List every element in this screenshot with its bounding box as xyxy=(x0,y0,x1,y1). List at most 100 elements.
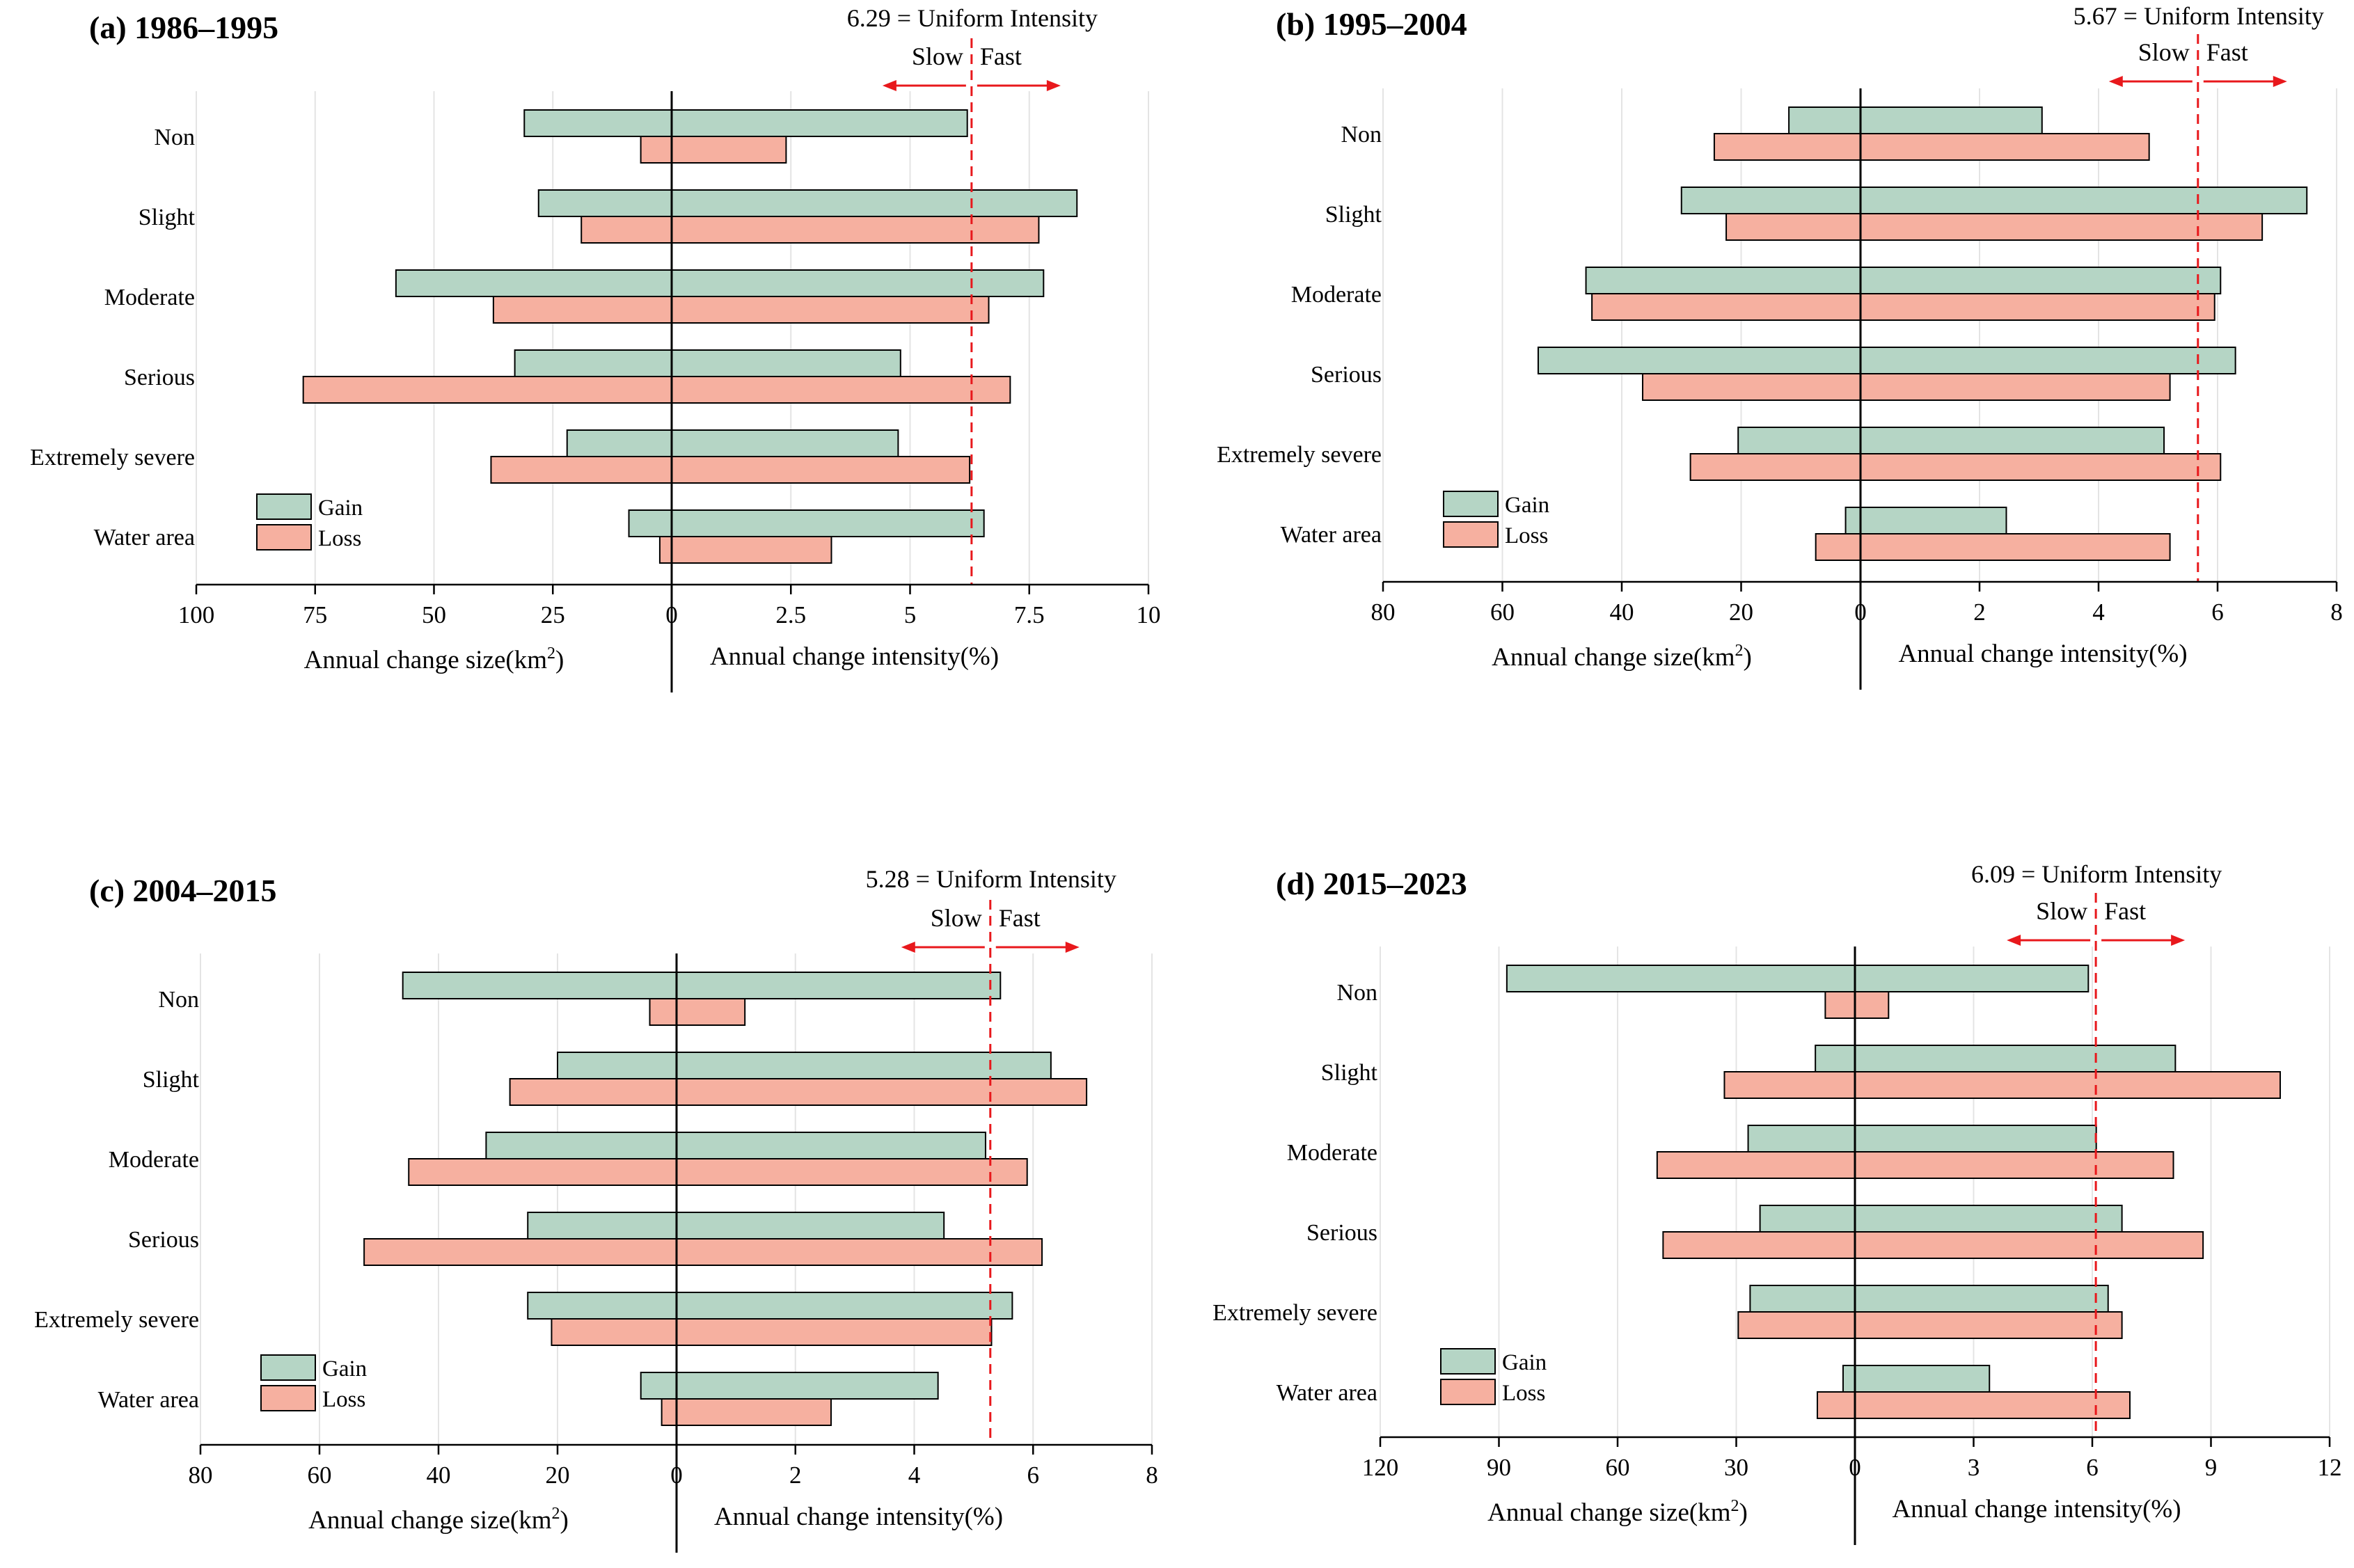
legend-loss-label: Loss xyxy=(1505,523,1548,548)
loss-bar-non xyxy=(649,998,746,1026)
fast-arrow-head xyxy=(1065,942,1080,953)
legend-loss-swatch xyxy=(1440,1379,1496,1405)
legend-gain-label: Gain xyxy=(322,1356,367,1381)
loss-bar-slight xyxy=(1723,1071,2281,1099)
legend-loss-label: Loss xyxy=(318,526,361,551)
category-label: Serious xyxy=(1311,362,1382,388)
slow-label: Slow xyxy=(2036,897,2087,925)
category-label: Moderate xyxy=(109,1147,199,1173)
tick-label: 4 xyxy=(908,1462,921,1489)
tick-label: 60 xyxy=(308,1462,332,1489)
gain-bar-extremely-severe xyxy=(1749,1285,2109,1313)
fast-arrow-head xyxy=(2273,76,2287,87)
slow-label: Slow xyxy=(2138,38,2190,66)
category-label: Slight xyxy=(143,1067,200,1093)
loss-bar-non xyxy=(1713,133,2150,161)
fast-label: Fast xyxy=(2206,38,2248,66)
uniform-intensity-label: 6.29 = Uniform Intensity xyxy=(847,4,1098,32)
tick-label: 20 xyxy=(546,1462,570,1489)
tick-label: 50 xyxy=(422,601,446,628)
slow-arrow-head xyxy=(882,80,896,91)
chart-panel-1: (a) 1986–1995 6.29 = Uniform Intensity Slo… xyxy=(30,4,1161,692)
slow-arrow-head xyxy=(2007,935,2021,946)
tick-label: 0 xyxy=(1854,599,1867,626)
chart-title: (a) 1986–1995 xyxy=(89,10,278,45)
tick-label: 2 xyxy=(789,1462,802,1489)
left-axis-title: Annual change size(km2) xyxy=(1492,642,1752,672)
gain-bar-slight xyxy=(1680,187,2308,214)
category-label: Moderate xyxy=(1287,1140,1377,1166)
loss-bar-extremely-severe xyxy=(490,456,971,484)
loss-bar-moderate xyxy=(492,296,990,324)
category-label: Moderate xyxy=(104,285,195,310)
category-label: Slight xyxy=(139,205,196,230)
loss-bar-water-area xyxy=(1817,1391,2131,1419)
tick-label: 8 xyxy=(2330,599,2343,626)
category-label: Slight xyxy=(1321,1060,1378,1086)
legend-gain-swatch xyxy=(256,493,312,520)
gain-bar-extremely-severe xyxy=(1737,427,2165,454)
tick-label: 90 xyxy=(1487,1454,1511,1481)
chart-title: (c) 2004–2015 xyxy=(89,873,277,908)
category-label: Water area xyxy=(1281,522,1382,548)
fast-label: Fast xyxy=(2104,897,2146,925)
uniform-intensity-label: 6.09 = Uniform Intensity xyxy=(1971,860,2222,888)
legend-loss-label: Loss xyxy=(322,1387,365,1412)
loss-bar-extremely-severe xyxy=(1737,1311,2123,1339)
loss-bar-water-area xyxy=(661,1398,832,1426)
loss-bar-water-area xyxy=(658,536,832,564)
category-label: Serious xyxy=(1306,1220,1377,1246)
gain-bar-water-area xyxy=(1842,1365,1991,1393)
legend-gain-label: Gain xyxy=(1505,493,1549,518)
tick-label: 7.5 xyxy=(1014,601,1045,628)
slow-arrow-head xyxy=(2108,76,2123,87)
loss-bar-extremely-severe xyxy=(551,1318,993,1346)
gain-bar-serious xyxy=(514,349,901,377)
tick-label: 2 xyxy=(1973,599,1986,626)
tick-label: 0 xyxy=(1849,1454,1861,1481)
gain-bar-slight xyxy=(557,1052,1052,1079)
tick-label: 30 xyxy=(1724,1454,1748,1481)
category-label: Water area xyxy=(98,1387,199,1413)
right-axis-title: Annual change intensity(%) xyxy=(714,1503,1003,1531)
slow-label: Slow xyxy=(912,42,963,70)
gain-bar-water-area xyxy=(640,1372,939,1400)
tick-label: 25 xyxy=(541,601,565,628)
tick-label: 5 xyxy=(904,601,917,628)
fast-label: Fast xyxy=(999,904,1041,932)
loss-bar-slight xyxy=(509,1078,1088,1106)
tick-label: 8 xyxy=(1146,1462,1158,1489)
gain-bar-non xyxy=(523,109,968,137)
tick-label: 75 xyxy=(303,601,327,628)
category-label: Water area xyxy=(94,525,195,551)
gain-bar-serious xyxy=(1759,1205,2123,1233)
gain-bar-extremely-severe xyxy=(527,1292,1013,1320)
fast-label: Fast xyxy=(980,42,1022,70)
category-label: Extremely severe xyxy=(1217,442,1382,468)
loss-bar-serious xyxy=(1662,1231,2204,1259)
category-label: Extremely severe xyxy=(30,445,195,470)
slow-arrow-head xyxy=(901,942,915,953)
left-axis-title: Annual change size(km2) xyxy=(1487,1497,1748,1527)
chart-title: (d) 2015–2023 xyxy=(1276,866,1467,901)
loss-bar-moderate xyxy=(1656,1151,2174,1179)
fast-arrow-head xyxy=(2171,935,2186,946)
category-label: Extremely severe xyxy=(34,1307,199,1333)
uniform-intensity-label: 5.67 = Uniform Intensity xyxy=(2073,2,2324,30)
gain-bar-moderate xyxy=(485,1132,986,1159)
chart-panel-3: (c) 2004–2015 5.28 = Uniform Intensity Slo… xyxy=(34,865,1158,1553)
gain-bar-non xyxy=(1788,106,2043,134)
category-label: Moderate xyxy=(1291,282,1382,308)
category-label: Serious xyxy=(128,1227,199,1253)
loss-bar-water-area xyxy=(1815,533,2171,561)
gain-bar-serious xyxy=(527,1212,945,1240)
gain-bar-extremely-severe xyxy=(566,429,899,457)
right-axis-title: Annual change intensity(%) xyxy=(1898,640,2187,668)
tick-label: 40 xyxy=(427,1462,451,1489)
gain-bar-non xyxy=(1506,965,2090,992)
tick-label: 10 xyxy=(1137,601,1161,628)
right-axis-title: Annual change intensity(%) xyxy=(1892,1495,2181,1523)
loss-bar-non xyxy=(1824,991,1890,1019)
tick-label: 80 xyxy=(1371,599,1396,626)
left-axis-title: Annual change size(km2) xyxy=(308,1505,569,1535)
